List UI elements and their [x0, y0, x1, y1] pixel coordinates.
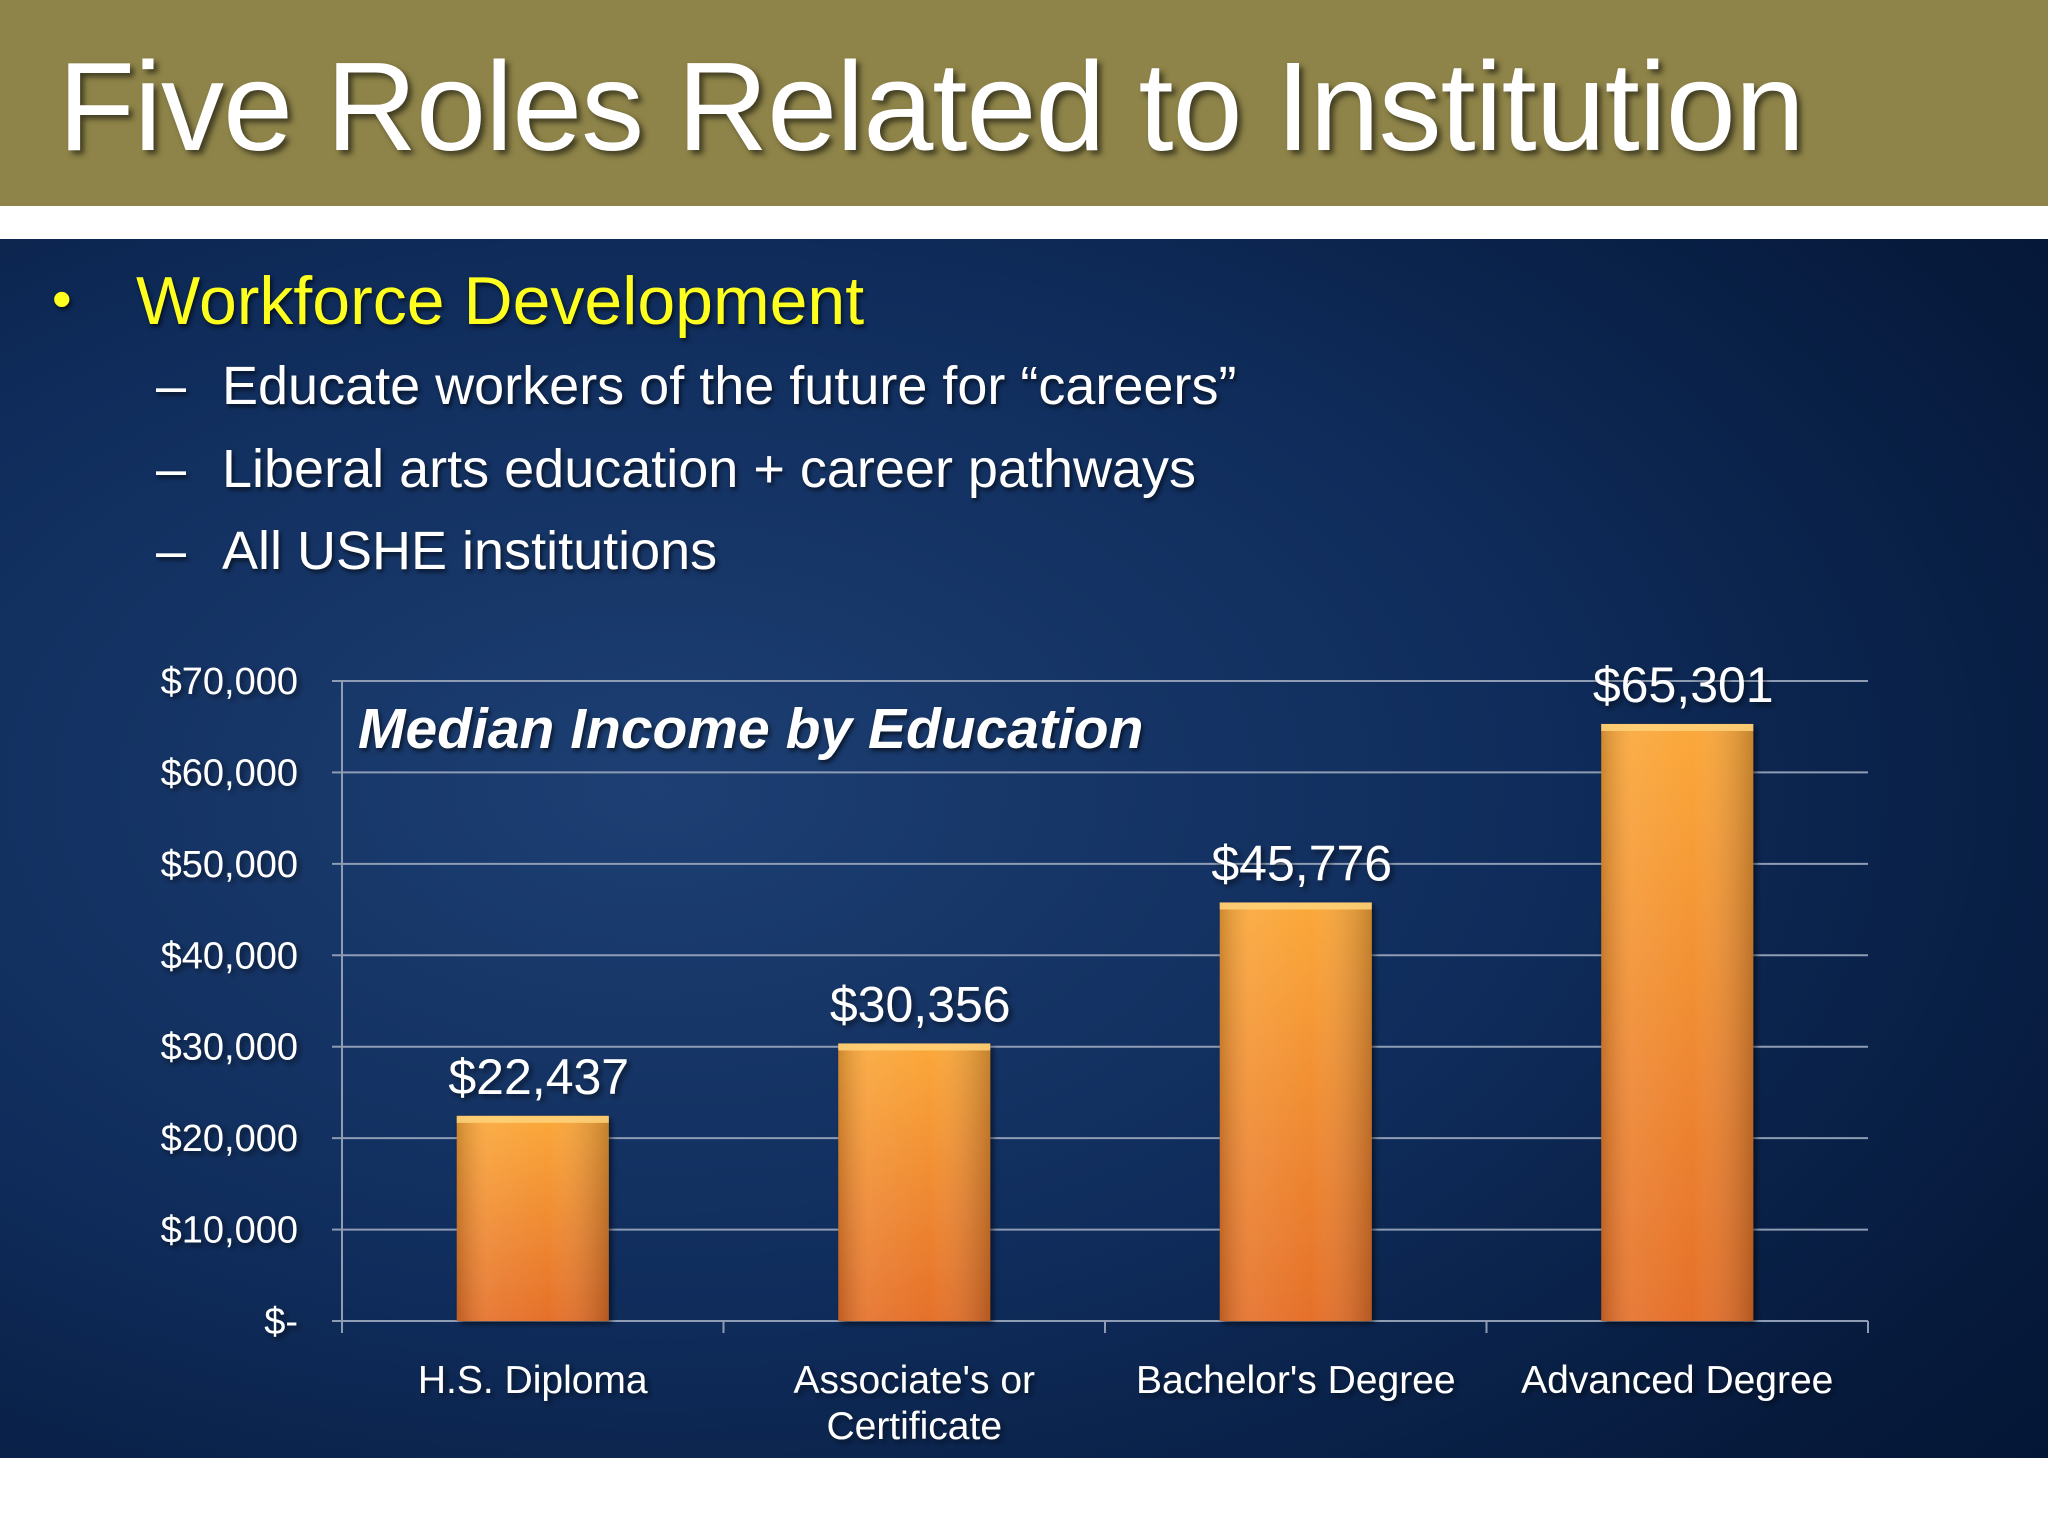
data-label: $30,356 — [830, 976, 1011, 1032]
y-tick-label: $40,000 — [161, 935, 298, 977]
x-tick-label: Bachelor's Degree — [1136, 1359, 1456, 1402]
data-label: $22,437 — [448, 1049, 629, 1105]
x-tick-label: Advanced Degree — [1521, 1359, 1833, 1402]
bar-sheen — [1601, 723, 1754, 1321]
sub-bullet-dash: – — [156, 439, 187, 499]
sub-bullet-label: Educate workers of the future for “caree… — [222, 356, 1237, 416]
bar-sheen — [1219, 902, 1372, 1321]
y-tick-label: $70,000 — [161, 661, 298, 703]
sub-bullet-label: All USHE institutions — [222, 521, 718, 581]
y-tick-label: $10,000 — [161, 1210, 298, 1252]
bullet-workforce-development: • Workforce Development — [52, 262, 864, 340]
labels: $- $10,000 $20,000 $30,000 $40,000 $50,000 $60… — [161, 657, 1834, 1448]
y-tick-label: $20,000 — [161, 1118, 298, 1160]
chart-title: Median Income by Education — [358, 697, 1144, 761]
bar-top-edge — [1601, 723, 1754, 731]
bullet-dot: • — [52, 267, 72, 330]
bar-sheen — [838, 1043, 991, 1321]
sub-bullet-label: Liberal arts education + career pathways — [222, 439, 1197, 499]
x-tick-label: Associate's or — [793, 1359, 1035, 1402]
y-tick-label: $- — [264, 1301, 298, 1343]
sub-bullet-dash: – — [156, 356, 187, 416]
y-tick-label: $60,000 — [161, 752, 298, 794]
bars — [456, 723, 1754, 1321]
slide-title: Five Roles Related to Institution — [58, 36, 1805, 177]
data-label: $65,301 — [1593, 657, 1774, 713]
sub-bullet-3: – All USHE institutions — [156, 520, 717, 582]
y-tick-label: $50,000 — [161, 844, 298, 886]
bar-top-edge — [456, 1115, 609, 1123]
title-bar: Five Roles Related to Institution — [0, 0, 2048, 206]
bullet-label: Workforce Development — [136, 263, 865, 339]
sub-bullet-1: – Educate workers of the future for “care… — [156, 355, 1236, 417]
data-label: $45,776 — [1211, 835, 1392, 891]
x-tick-label: Certificate — [826, 1405, 1002, 1448]
sub-bullet-2: – Liberal arts education + career pathway… — [156, 438, 1196, 500]
y-tick-label: $30,000 — [161, 1027, 298, 1069]
bar-top-edge — [1219, 902, 1372, 910]
x-tick-label: H.S. Diploma — [418, 1359, 648, 1402]
bar-top-edge — [838, 1043, 991, 1051]
sub-bullet-dash: – — [156, 521, 187, 581]
bar-sheen — [456, 1115, 609, 1321]
